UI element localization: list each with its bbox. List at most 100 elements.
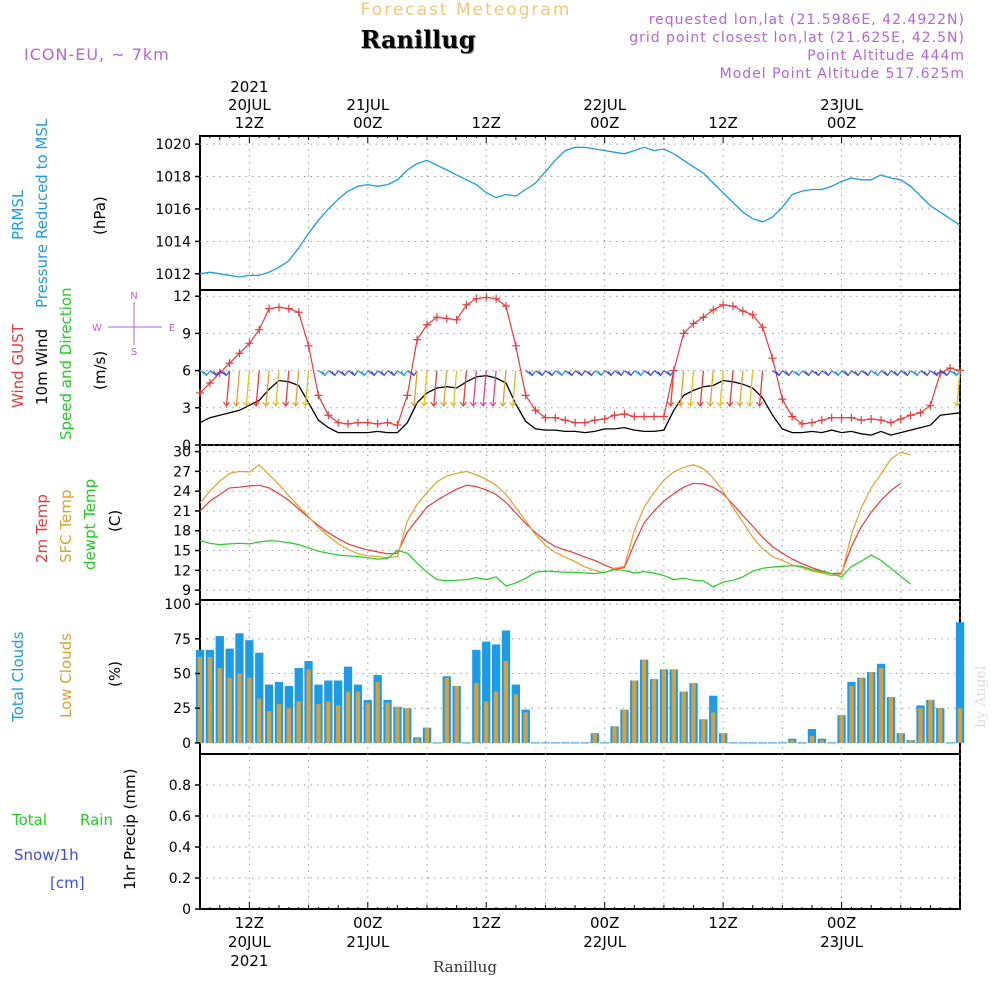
wind-arrow-head [578, 371, 586, 377]
bottom-time-label: 2021 [230, 952, 268, 970]
wind-arrow-head [440, 401, 448, 408]
bottom-time-label: 00Z [590, 914, 619, 932]
gust-point [847, 413, 856, 422]
model-label: ICON-EU, ~ 7km [24, 45, 170, 64]
gust-label: Wind GUST [9, 323, 27, 408]
wind-arrow [462, 370, 468, 407]
gust-point [561, 416, 570, 425]
wind-speed-dir-label: Speed and Direction [57, 287, 75, 440]
wind-ytick-label: 12 [173, 289, 191, 305]
gust-point [432, 313, 441, 322]
low-cloud-bar [918, 708, 923, 743]
gust-point [531, 406, 540, 415]
low-cloud-bar [938, 708, 943, 743]
top-time-label: 20JUL [228, 96, 271, 114]
wind-arrow-head [677, 401, 684, 408]
sfc-temp-label: SFC Temp [57, 490, 75, 563]
gust-point [620, 410, 629, 418]
gust-point [630, 412, 639, 421]
gust-point [827, 413, 836, 422]
low-cloud-bar [691, 683, 696, 743]
low-cloud-bar [197, 656, 203, 743]
wind-arrow-head [292, 401, 300, 408]
wind-arrow-head [607, 371, 615, 377]
gust-point [659, 412, 668, 421]
clouds-ytick-label: 100 [164, 597, 191, 613]
gust-point [679, 329, 688, 338]
temp-ytick-label: 27 [173, 464, 191, 480]
gust-point [738, 307, 747, 316]
wind-arrow-head [726, 401, 734, 408]
low-cloud-bar [661, 669, 666, 743]
clouds-ytick-label: 75 [173, 632, 191, 648]
gust-point [462, 300, 471, 309]
gust-point [235, 349, 244, 358]
gust-point [877, 416, 886, 425]
wind-arrow [689, 370, 695, 407]
gust-point [709, 305, 718, 314]
wind-speed-line [199, 374, 961, 436]
wind-ytick-label: 9 [182, 326, 191, 342]
wind-arrow [235, 370, 241, 407]
wind-arrow [225, 370, 231, 407]
pressure-ytick-label: 1012 [155, 267, 191, 283]
gust-point [521, 391, 530, 400]
wind-arrow [502, 370, 507, 407]
wind-arrow-head [568, 371, 576, 377]
wind-ytick-label: 6 [182, 364, 191, 380]
wind-arrow [442, 370, 448, 407]
gust-point [304, 341, 313, 350]
wind-arrow [255, 370, 260, 407]
low-cloud-bar [908, 740, 913, 743]
gust-point [778, 395, 787, 404]
gust-point [857, 416, 866, 425]
gridpoint-coords: grid point closest lon,lat (21.625E, 42.… [629, 30, 965, 46]
gust-point [393, 421, 402, 430]
wind-unit: (m/s) [91, 351, 109, 390]
low-cloud-bar [859, 677, 864, 743]
low-cloud-bar [878, 668, 884, 743]
cloud-unit: (%) [106, 661, 124, 687]
low-cloud-bar [385, 702, 390, 743]
gust-point [334, 418, 343, 427]
wind-label: 10m Wind [33, 329, 51, 405]
low-cloud-bar [444, 677, 449, 743]
gust-point [501, 302, 510, 311]
dewpt-line [199, 539, 911, 588]
low-cloud-bar [493, 691, 499, 743]
top-time-label: 00Z [827, 114, 856, 132]
precip-ytick-label: 0.2 [169, 871, 191, 887]
wind-arrow [265, 370, 270, 407]
wind-panel [199, 289, 961, 446]
wind-ytick-label: 3 [182, 401, 191, 417]
gust-point [225, 359, 234, 368]
low-cloud-bar [790, 740, 795, 743]
sfc-temp-line [199, 451, 911, 577]
low-cloud-bar [888, 697, 893, 743]
wind-arrow-head [666, 371, 674, 377]
top-time-label: 2021 [230, 78, 268, 96]
pressure-panel [199, 135, 961, 291]
point-altitude: Point Altitude 444m [807, 48, 965, 64]
gust-point [551, 413, 560, 422]
bottom-time-label: 21JUL [346, 933, 389, 951]
total-cloud-bar [955, 622, 965, 743]
gust-point [590, 416, 599, 425]
gust-point [482, 293, 491, 302]
wind-arrow-head [884, 371, 892, 377]
wind-arrow-head [805, 371, 813, 377]
grid-lines [200, 136, 961, 910]
low-cloud-bar [523, 712, 528, 743]
gust-point [442, 314, 451, 323]
wind-arrow-head [558, 371, 566, 377]
gust-point [768, 354, 777, 363]
low-cloud-bar [276, 704, 282, 743]
low-cloud-bar [651, 679, 657, 743]
precip-panel [199, 753, 961, 910]
gust-point [896, 414, 905, 423]
gust-point [699, 313, 708, 322]
wind-arrow-head [686, 401, 694, 408]
wind-arrow-head [795, 371, 803, 377]
